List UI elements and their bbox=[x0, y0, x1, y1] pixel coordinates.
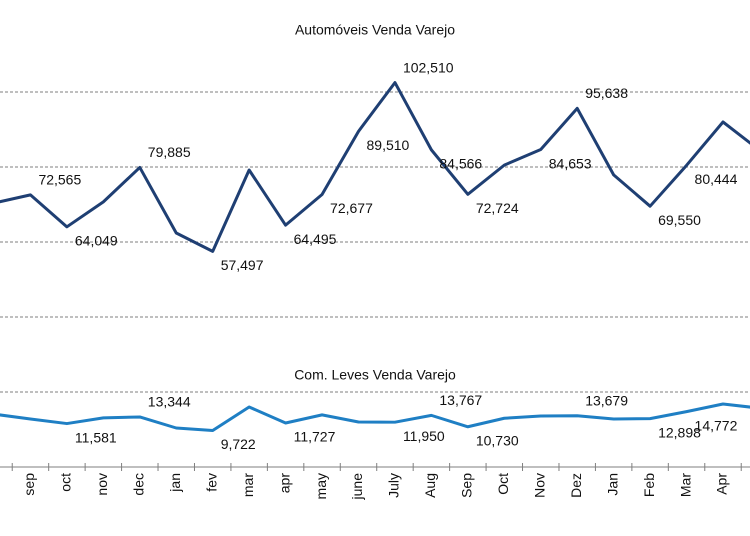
data-label: 102,510 bbox=[403, 59, 454, 75]
series-title: Automóveis Venda Varejo bbox=[295, 22, 455, 38]
x-tick-label: July bbox=[386, 473, 402, 498]
x-tick-label: jan bbox=[167, 473, 183, 493]
data-label: 72,677 bbox=[330, 200, 373, 216]
data-label: 11,950 bbox=[403, 428, 445, 444]
x-tick-label: Sep bbox=[459, 473, 475, 498]
data-label: 13,767 bbox=[439, 392, 482, 408]
data-label: 95,638 bbox=[585, 85, 628, 101]
data-label: 9,722 bbox=[221, 436, 256, 452]
x-tick-label: june bbox=[349, 473, 365, 501]
x-tick-label: Jan bbox=[604, 473, 620, 496]
data-label: 64,495 bbox=[294, 231, 337, 247]
x-tick-label: may bbox=[313, 473, 329, 499]
x-tick-label: Mar bbox=[677, 473, 693, 497]
x-tick-label: oct bbox=[58, 473, 74, 492]
data-label: 13,679 bbox=[585, 392, 628, 408]
x-tick-label: Nov bbox=[531, 473, 547, 498]
data-label: 79,885 bbox=[148, 144, 191, 160]
series-line bbox=[0, 402, 750, 433]
data-label: 11,727 bbox=[294, 429, 336, 445]
data-label: 12,898 bbox=[658, 424, 701, 440]
x-tick-label: Aug bbox=[422, 473, 438, 498]
x-tick-label: fev bbox=[203, 473, 219, 492]
data-label: 14,772 bbox=[695, 417, 738, 433]
data-label: 89,510 bbox=[367, 137, 410, 153]
data-label: 11,581 bbox=[75, 429, 117, 445]
x-tick-label: sep bbox=[21, 473, 37, 496]
x-tick-label: apr bbox=[276, 473, 292, 494]
x-tick-label: mar bbox=[240, 473, 256, 497]
x-tick-label: nov bbox=[94, 473, 110, 496]
data-label: 10,730 bbox=[476, 432, 519, 448]
data-label: 84,566 bbox=[439, 156, 482, 172]
x-tick-label: dec bbox=[131, 473, 147, 496]
data-label: 69,550 bbox=[658, 212, 701, 228]
data-label: 80,444 bbox=[695, 171, 738, 187]
data-label: 13,344 bbox=[148, 394, 191, 410]
series-line bbox=[0, 81, 750, 253]
data-label: 57,497 bbox=[221, 257, 264, 273]
data-label: 72,565 bbox=[38, 172, 81, 188]
series-title: Com. Leves Venda Varejo bbox=[294, 367, 456, 383]
data-label: 84,653 bbox=[549, 155, 592, 171]
x-tick-label: Oct bbox=[495, 473, 511, 495]
x-tick-label: Dez bbox=[568, 473, 584, 498]
data-label: 64,049 bbox=[75, 233, 118, 249]
x-tick-label: Apr bbox=[714, 473, 730, 495]
data-label: 72,724 bbox=[476, 200, 519, 216]
x-tick-label: Feb bbox=[641, 473, 657, 497]
